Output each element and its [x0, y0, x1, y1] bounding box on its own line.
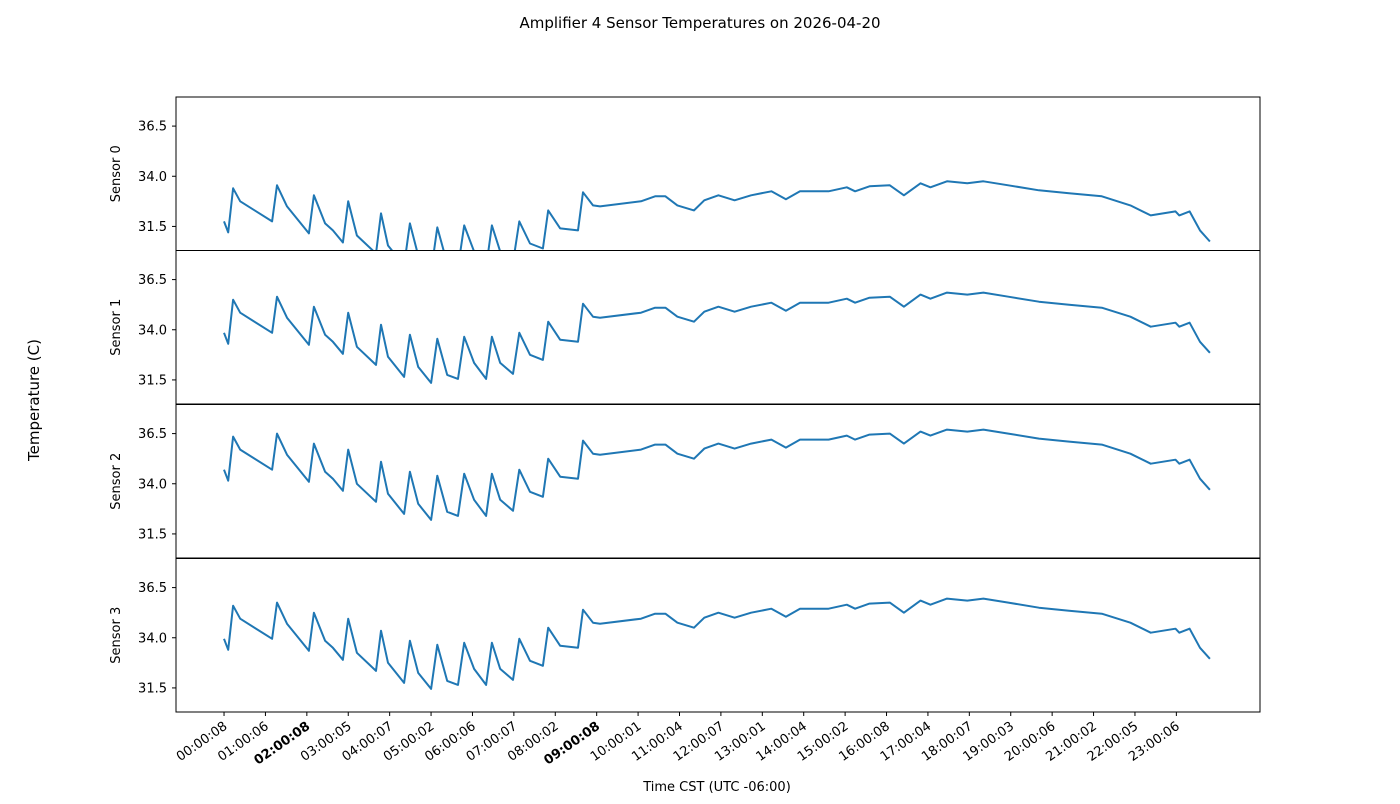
panels: 31.5 34.0 36.5 Sensor 0 31.5 34.0 36.5 Sensor 1… [109, 96, 1261, 768]
panel-ylabel-sensor-3: Sensor 3 [109, 607, 124, 664]
y-axis-label: Temperature (C) [25, 339, 43, 462]
x-axis-label: Time CST (UTC -06:00) [642, 780, 791, 795]
chart-title: Amplifier 4 Sensor Temperatures on 2026-… [519, 14, 880, 32]
y-tick-label: 34.0 [138, 170, 167, 185]
series-line-sensor-1 [223, 291, 1211, 384]
axes-frame-sensor-0 [175, 96, 1261, 251]
y-tick-label: 34.0 [138, 323, 167, 338]
axes-frame-sensor-2 [175, 404, 1261, 559]
axes-frame-sensor-1 [175, 250, 1261, 405]
panel-ylabel-sensor-2: Sensor 2 [109, 453, 124, 510]
y-tick-label: 34.0 [138, 631, 167, 646]
y-tick-label: 31.5 [138, 681, 167, 696]
y-tick-label: 36.5 [138, 120, 167, 135]
y-tick-label: 36.5 [138, 273, 167, 288]
y-tick-label: 31.5 [138, 220, 167, 235]
series-line-sensor-2 [223, 428, 1211, 521]
panel-ylabel-sensor-0: Sensor 0 [109, 145, 124, 202]
series-line-sensor-0 [223, 180, 1211, 251]
y-tick-label: 34.0 [138, 477, 167, 492]
panel-ylabel-sensor-1: Sensor 1 [109, 299, 124, 356]
y-tick-label: 31.5 [138, 373, 167, 388]
y-tick-label: 31.5 [138, 527, 167, 542]
y-tick-label: 36.5 [138, 427, 167, 442]
series-line-sensor-3 [223, 597, 1211, 690]
y-tick-label: 36.5 [138, 581, 167, 596]
axes-frame-sensor-3 [175, 558, 1261, 713]
